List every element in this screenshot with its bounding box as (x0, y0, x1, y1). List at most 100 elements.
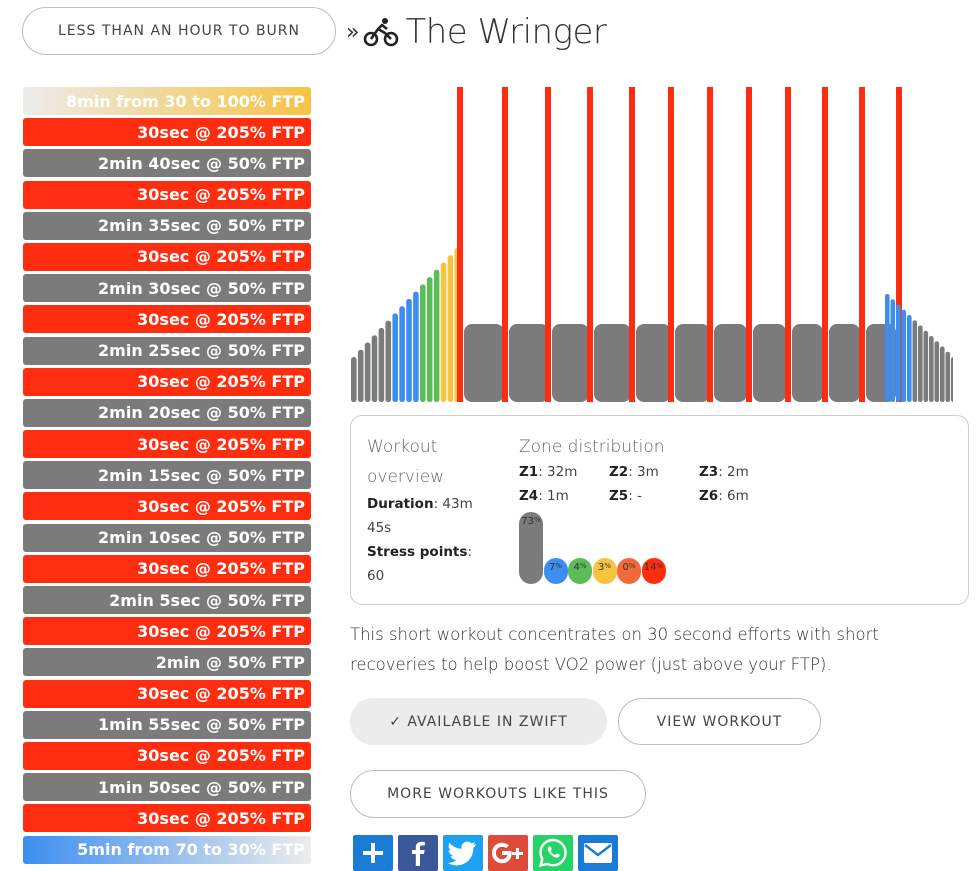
zone-value: 3m (637, 464, 659, 480)
vo2-interval-bar (859, 87, 865, 402)
zone-bar-z1: 73% (519, 512, 543, 584)
recovery-bar (675, 324, 710, 402)
google-plus-share-button[interactable] (488, 835, 528, 871)
interval-item: 1min 50sec @ 50% FTP (23, 773, 311, 802)
recovery-bar (464, 324, 504, 402)
interval-item: 5min from 70 to 30% FTP (23, 835, 311, 864)
recovery-bar (594, 324, 631, 402)
whatsapp-share-button[interactable] (533, 835, 573, 871)
interval-item: 30sec @ 205% FTP (23, 180, 311, 209)
share-plus-icon (360, 840, 386, 866)
zone-bar-z2: 7% (543, 558, 568, 584)
zone-percent-label: 4% (573, 562, 587, 573)
zone-item-z5: Z5: - (609, 488, 642, 504)
more-workouts-button[interactable]: MORE WORKOUTS LIKE THIS (350, 770, 646, 818)
recovery-bar (714, 324, 747, 402)
interval-item: 30sec @ 205% FTP (23, 679, 311, 708)
cooldown-bar (890, 299, 896, 402)
interval-item: 2min 5sec @ 50% FTP (23, 586, 311, 614)
cooldown-bar (896, 304, 901, 402)
view-workout-button[interactable]: VIEW WORKOUT (618, 698, 821, 745)
cooldown-bar (940, 346, 945, 402)
share-plus-share-button[interactable] (353, 835, 393, 871)
vo2-interval-bar (587, 87, 593, 402)
zone-label: Z1 (519, 464, 539, 480)
recovery-bar (552, 324, 589, 402)
back-category-button[interactable]: LESS THAN AN HOUR TO BURN (22, 7, 336, 55)
warmup-bar (433, 269, 440, 402)
page-title: The Wringer (405, 12, 607, 52)
interval-list: 8min from 30 to 100% FTP 30sec @ 205% FTP… (23, 87, 311, 867)
zone-item-z3: Z3: 2m (699, 464, 749, 480)
interval-item: 2min 35sec @ 50% FTP (23, 211, 311, 240)
recovery-bar (829, 324, 860, 402)
percent-sign: % (604, 562, 612, 570)
breadcrumb-chevron: » (346, 19, 360, 45)
duration-value: 43m 45s (367, 496, 473, 536)
recovery-bar (509, 324, 549, 402)
warmup-bar (440, 262, 447, 402)
duration-label: Duration (367, 496, 434, 512)
zone-value: 2m (727, 464, 749, 480)
cooldown-bar (945, 351, 951, 402)
twitter-share-button[interactable] (443, 835, 483, 871)
zone-label: Z4 (519, 488, 539, 504)
vo2-interval-bar (502, 87, 508, 402)
zone-percent-label: 0% (622, 562, 636, 573)
twitter-icon (448, 840, 478, 866)
interval-item: 2min 30sec @ 50% FTP (23, 274, 311, 303)
google-plus-icon (492, 842, 524, 864)
zone-label: Z6 (699, 488, 719, 504)
warmup-bar (364, 342, 371, 402)
email-share-button[interactable] (578, 835, 618, 871)
cooldown-bar (907, 315, 912, 402)
interval-item: 30sec @ 205% FTP (23, 617, 311, 646)
duration-row: Duration: 43m 45s (367, 496, 473, 536)
cooldown-bar (929, 336, 934, 402)
view-workout-label: VIEW WORKOUT (656, 713, 783, 730)
available-in-zwift-button[interactable]: ✓ AVAILABLE IN ZWIFT (350, 698, 607, 745)
facebook-share-button[interactable] (398, 835, 438, 871)
interval-item: 30sec @ 205% FTP (23, 430, 311, 459)
cooldown-bar (934, 341, 940, 402)
more-workouts-label: MORE WORKOUTS LIKE THIS (387, 786, 609, 802)
zone-value: - (637, 488, 642, 504)
interval-item: 8min from 30 to 100% FTP (23, 87, 311, 115)
interval-item: 30sec @ 205% FTP (23, 118, 311, 147)
percent-sign: % (579, 562, 587, 570)
interval-item: 30sec @ 205% FTP (23, 492, 311, 521)
cooldown-bar (918, 325, 923, 402)
facebook-icon (405, 839, 431, 867)
zone-distribution-heading: Zone distribution (519, 437, 665, 457)
interval-item: 2min @ 50% FTP (23, 648, 311, 677)
cooldown-bar (901, 309, 907, 402)
zone-label: Z3 (699, 464, 719, 480)
vo2-interval-bar (629, 87, 635, 402)
warmup-bar (351, 357, 357, 402)
zone-bar-z5: 0% (617, 558, 641, 584)
cooldown-bar (923, 330, 929, 402)
vo2-interval-bar (746, 87, 752, 402)
percent-sign: % (534, 516, 541, 525)
back-category-label: LESS THAN AN HOUR TO BURN (58, 23, 300, 39)
zone-item-z1: Z1: 32m (519, 464, 578, 480)
vo2-interval-bar (545, 87, 551, 402)
zone-item-z2: Z2: 3m (609, 464, 659, 480)
zone-percentage-bars: 73% 7% 4% 3% 0% 14% (519, 512, 679, 584)
stress-row: Stress points: 60 (367, 544, 472, 584)
vo2-interval-bar (457, 87, 463, 402)
whatsapp-icon (538, 838, 568, 868)
interval-item: 2min 40sec @ 50% FTP (23, 149, 311, 178)
interval-item: 2min 10sec @ 50% FTP (23, 523, 311, 552)
bike-icon (364, 18, 399, 47)
recovery-bar (636, 324, 671, 402)
zone-bar-z3: 4% (568, 558, 592, 584)
warmup-bar (426, 277, 433, 402)
vo2-interval-bar (707, 87, 713, 402)
interval-item: 30sec @ 205% FTP (23, 305, 311, 334)
zone-percent-label: 7% (548, 562, 563, 573)
recovery-bar (753, 324, 786, 402)
interval-item: 2min 25sec @ 50% FTP (23, 336, 311, 365)
interval-item: 30sec @ 205% FTP (23, 554, 311, 583)
interval-item: 30sec @ 205% FTP (23, 741, 311, 770)
